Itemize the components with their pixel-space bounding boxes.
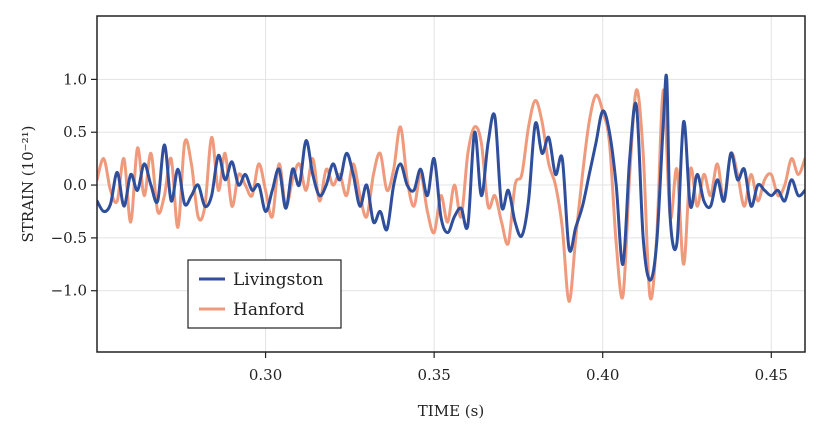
x-tick-label: 0.45: [755, 366, 788, 384]
legend-box: [187, 259, 342, 329]
y-tick-label: 0.0: [63, 176, 87, 194]
y-tick-label: 0.5: [63, 123, 87, 141]
x-tick-label: 0.30: [249, 366, 282, 384]
legend: Livingston Hanford: [187, 259, 342, 329]
y-axis-ticks: 1.0 0.5 0.0 −0.5 −1.0: [51, 70, 97, 300]
x-axis-ticks: 0.30 0.35 0.40 0.45: [249, 352, 788, 384]
series-group: [97, 73, 805, 303]
legend-label-livingston: Livingston: [233, 270, 323, 290]
legend-label-hanford: Hanford: [233, 300, 305, 320]
x-tick-label: 0.35: [417, 366, 450, 384]
y-tick-label: −1.0: [51, 282, 87, 300]
y-axis-label: STRAIN (10⁻²¹): [19, 126, 37, 243]
x-axis-label: TIME (s): [418, 402, 484, 420]
y-tick-label: 1.0: [63, 70, 87, 88]
series-line-livingston: [97, 73, 805, 282]
x-tick-label: 0.40: [586, 366, 619, 384]
plot-frame: [96, 15, 806, 353]
grid: [97, 16, 805, 352]
y-tick-label: −0.5: [51, 229, 87, 247]
